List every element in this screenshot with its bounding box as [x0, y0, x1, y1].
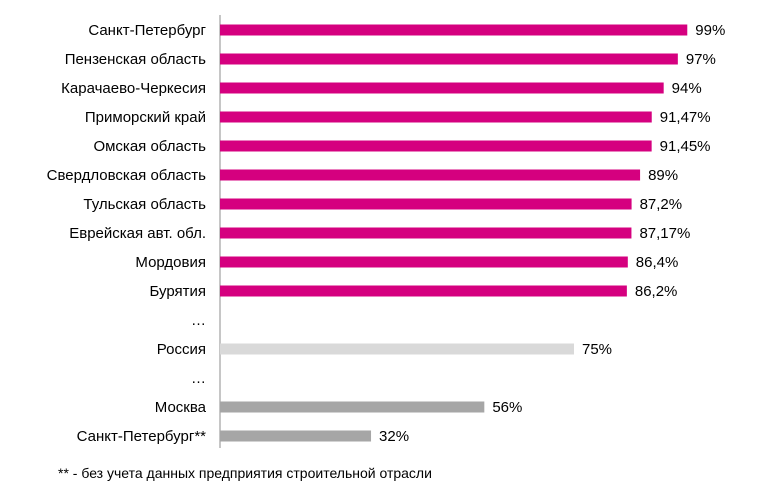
value-label: 75% [582, 341, 612, 358]
bar [220, 285, 627, 297]
category-label: Карачаево-Черкесия [61, 80, 206, 97]
category-label: Пензенская область [65, 51, 206, 68]
bar [220, 111, 652, 123]
value-label: 89% [648, 167, 678, 184]
bar [220, 343, 574, 355]
bar [220, 82, 664, 94]
bar [220, 24, 688, 36]
value-label: 94% [672, 80, 702, 97]
footnote: ** - без учета данных предприятия строит… [58, 465, 432, 481]
bar [220, 198, 632, 210]
category-label: Мордовия [135, 254, 206, 271]
bar [220, 430, 372, 442]
ellipsis-label: … [191, 370, 206, 387]
category-label: Россия [157, 341, 206, 358]
category-label: Санкт-Петербург** [77, 428, 206, 445]
category-label: Москва [155, 399, 207, 416]
category-label: Бурятия [149, 283, 206, 300]
value-label: 32% [379, 428, 409, 445]
value-label: 86,4% [636, 254, 679, 271]
value-label: 97% [686, 51, 716, 68]
value-label: 87,17% [639, 225, 690, 242]
category-label: Приморский край [85, 109, 206, 126]
bar [220, 140, 652, 152]
bar [220, 256, 628, 268]
bar [220, 169, 641, 181]
value-label: 87,2% [640, 196, 683, 213]
bars-group: Санкт-Петербург 99% Пензенская область 97% К… [47, 22, 726, 445]
bar [220, 401, 485, 413]
bar [220, 53, 678, 65]
value-label: 86,2% [635, 283, 678, 300]
value-label: 91,47% [660, 109, 711, 126]
value-label: 91,45% [660, 138, 711, 155]
ellipsis-label: … [191, 312, 206, 329]
category-label: Тульская область [83, 196, 206, 213]
category-label: Свердловская область [47, 167, 207, 184]
category-label: Омская область [93, 138, 206, 155]
value-label: 56% [492, 399, 522, 416]
value-label: 99% [695, 22, 725, 39]
category-label: Санкт-Петербург [88, 22, 206, 39]
category-label: Еврейская авт. обл. [69, 225, 206, 242]
bar [220, 227, 632, 239]
